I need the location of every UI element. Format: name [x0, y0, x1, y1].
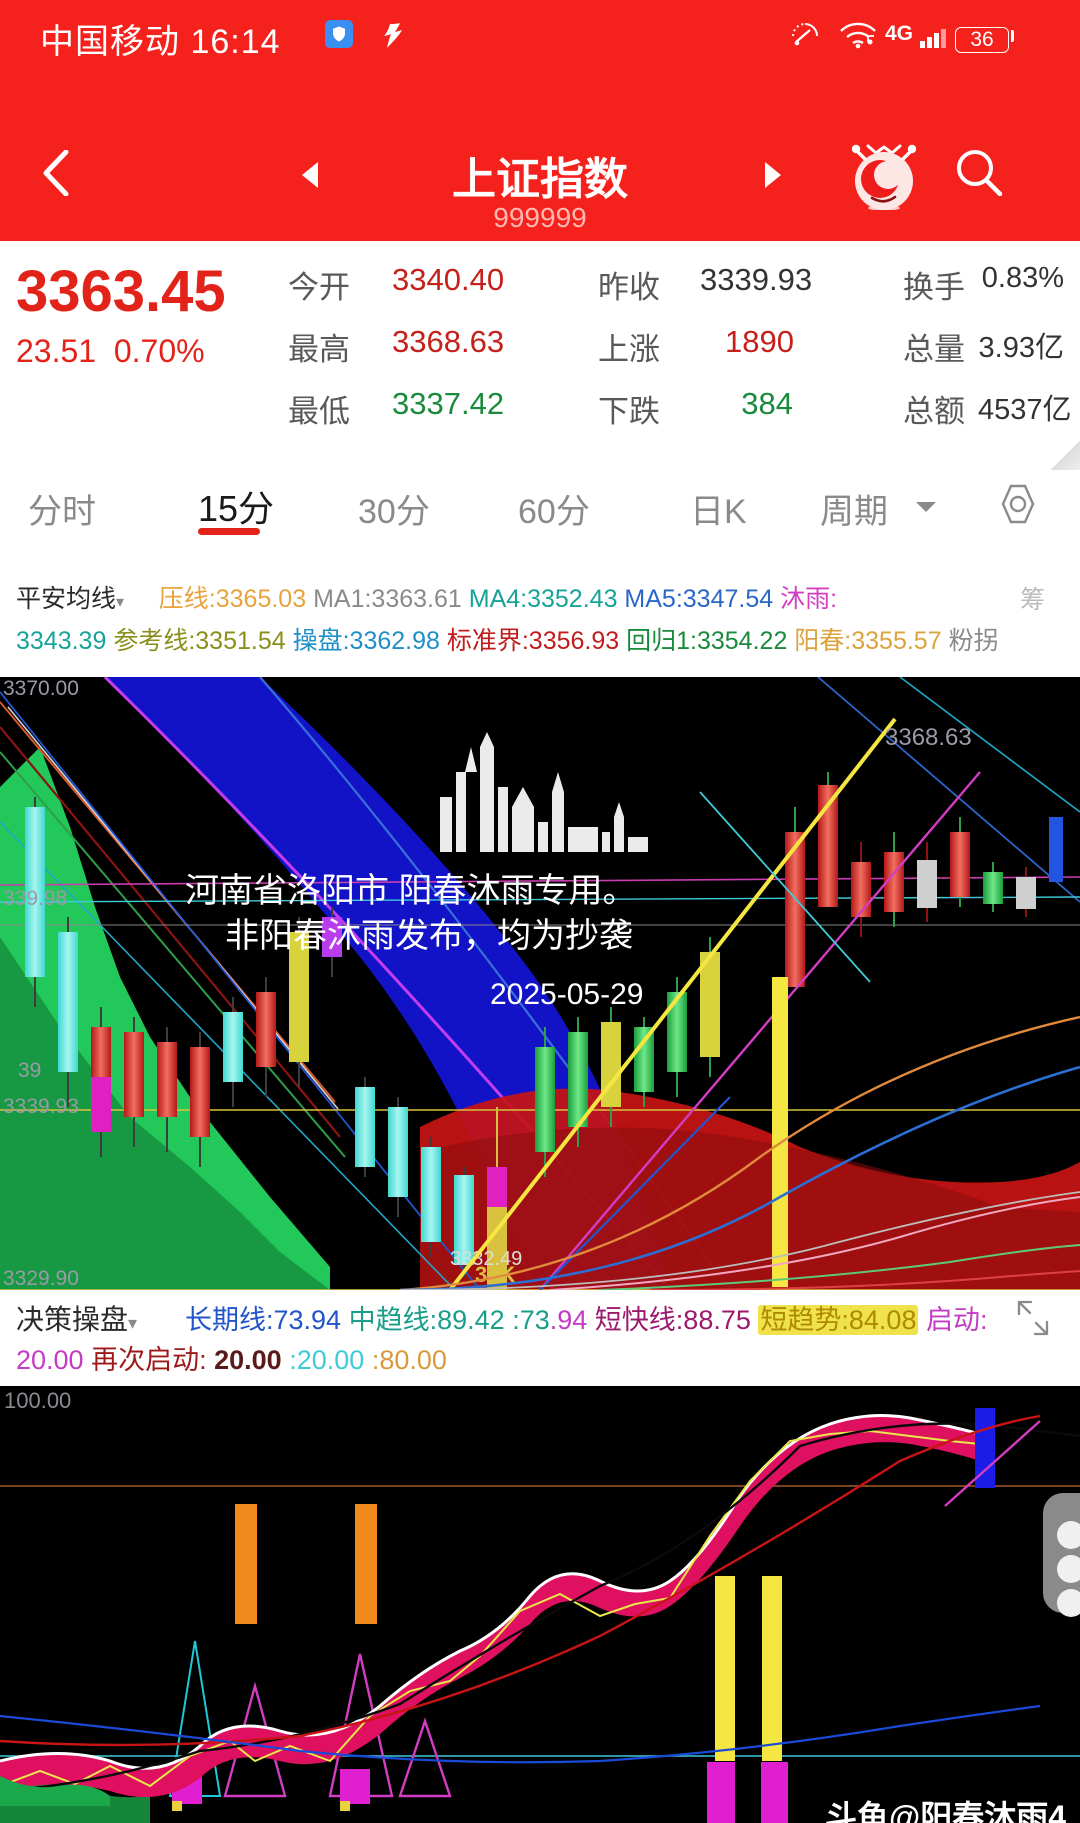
svg-text:3329.90: 3329.90 — [3, 1267, 79, 1290]
svg-text:非阳春沐雨发布，均为抄袭: 非阳春沐雨发布，均为抄袭 — [225, 917, 633, 955]
svg-text:河南省洛阳市 阳春沐雨专用。: 河南省洛阳市 阳春沐雨专用。 — [185, 872, 636, 910]
svg-text:斗鱼@阳春沐雨4: 斗鱼@阳春沐雨4 — [825, 1799, 1066, 1823]
svg-text:3370.00: 3370.00 — [3, 677, 79, 700]
svg-text:100.00: 100.00 — [4, 1388, 71, 1413]
svg-text:3332.49: 3332.49 — [450, 1248, 522, 1270]
svg-text:3339.93: 3339.93 — [3, 1095, 79, 1118]
svg-text:2025-05-29: 2025-05-29 — [490, 978, 643, 1011]
svg-text:339.98: 339.98 — [3, 887, 67, 910]
svg-text:39: 39 — [18, 1059, 41, 1082]
svg-text:3368.63: 3368.63 — [885, 724, 972, 751]
